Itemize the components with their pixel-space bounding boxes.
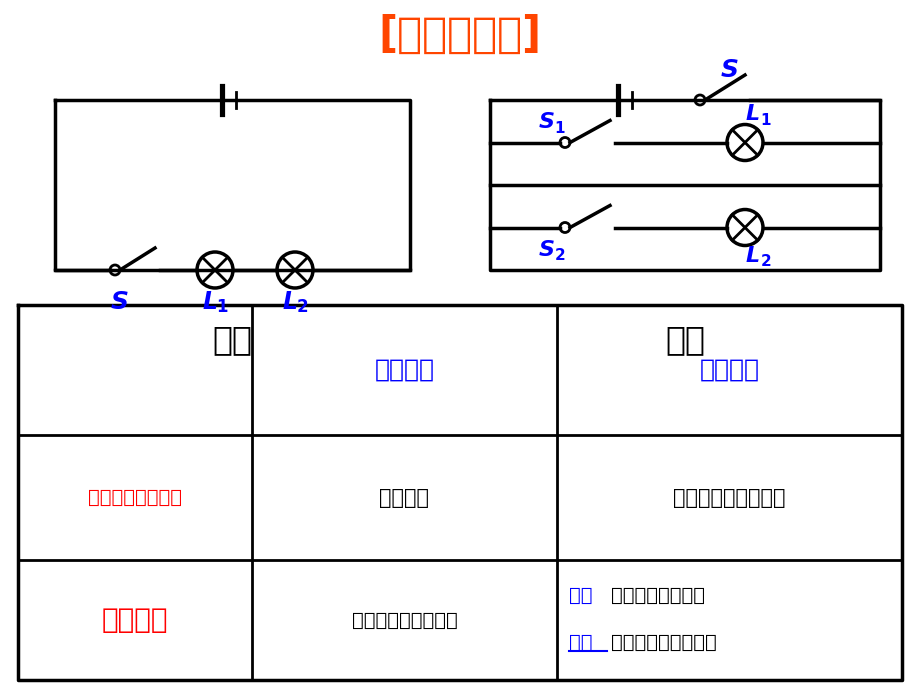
- Text: L: L: [202, 290, 217, 314]
- Text: 2: 2: [760, 254, 770, 269]
- Text: 支路: 支路: [568, 586, 592, 604]
- Text: 干路: 干路: [568, 633, 592, 651]
- Text: 并联: 并联: [664, 324, 704, 357]
- Text: S: S: [539, 239, 554, 259]
- Text: 串联电路: 串联电路: [374, 358, 434, 382]
- Text: 1: 1: [216, 298, 228, 316]
- Text: 2: 2: [296, 298, 308, 316]
- Text: S: S: [539, 112, 554, 132]
- Text: 串联: 串联: [212, 324, 252, 357]
- Text: L: L: [745, 246, 759, 266]
- Text: 并联电路: 并联电路: [698, 358, 759, 382]
- Text: 2: 2: [554, 248, 565, 263]
- Text: 相互影响: 相互影响: [380, 488, 429, 508]
- Text: 各用电器工作状态: 各用电器工作状态: [88, 488, 182, 507]
- Text: 开关控制所有用电器: 开关控制所有用电器: [610, 633, 716, 651]
- Text: [温故而知新]: [温故而知新]: [378, 14, 541, 56]
- Text: 同时控制所有用电器: 同时控制所有用电器: [351, 611, 457, 629]
- Text: 彼此独立、互不影响: 彼此独立、互不影响: [673, 488, 785, 508]
- Text: L: L: [282, 290, 297, 314]
- Text: 1: 1: [760, 113, 770, 128]
- Text: 开关作用: 开关作用: [102, 606, 168, 634]
- Text: L: L: [745, 104, 759, 124]
- Text: S: S: [111, 290, 129, 314]
- Text: 开关控制所在支路: 开关控制所在支路: [610, 586, 704, 604]
- Text: 1: 1: [554, 121, 564, 136]
- Text: S: S: [720, 58, 738, 82]
